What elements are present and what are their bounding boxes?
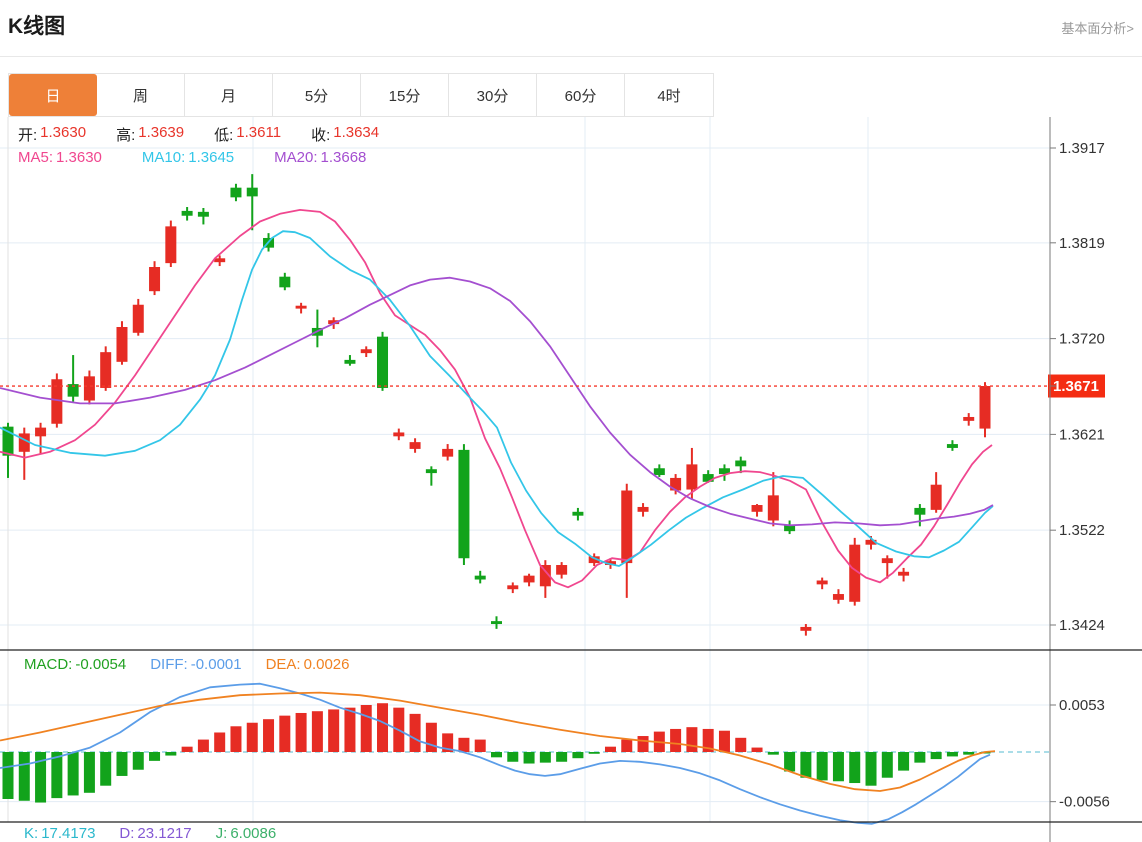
page-title: K线图 <box>8 15 66 38</box>
svg-text:1.3671: 1.3671 <box>1053 378 1099 395</box>
k-value: 17.4173 <box>41 825 96 842</box>
svg-text:1.3917: 1.3917 <box>1059 140 1105 157</box>
svg-text:1.3720: 1.3720 <box>1059 331 1105 348</box>
tab-日[interactable]: 日 <box>9 74 97 116</box>
svg-text:0.0053: 0.0053 <box>1059 697 1105 714</box>
low-label: 低: <box>214 127 234 144</box>
diff-label: DIFF: <box>150 656 188 673</box>
k-label: K: <box>24 825 39 842</box>
high-label: 高: <box>116 127 136 144</box>
diff-value: -0.0001 <box>190 656 242 673</box>
tab-30分[interactable]: 30分 <box>449 74 537 116</box>
low-value: 1.3611 <box>236 124 282 141</box>
close-label: 收: <box>311 127 331 144</box>
macd-row: MACD: -0.0054 DIFF: -0.0001 DEA: 0.0026 <box>24 656 350 673</box>
header-divider <box>0 56 1142 57</box>
ma20-line <box>0 276 994 527</box>
gridlines <box>0 117 1050 822</box>
close-value: 1.3634 <box>333 124 380 141</box>
open-value: 1.3630 <box>40 124 87 141</box>
d-value: 23.1217 <box>137 825 192 842</box>
ma20-label: MA20: <box>274 149 318 166</box>
ma10-label: MA10: <box>141 149 186 166</box>
tab-周[interactable]: 周 <box>97 74 185 116</box>
tab-月[interactable]: 月 <box>185 74 273 116</box>
tab-60分[interactable]: 60分 <box>537 74 625 116</box>
ma-row: MA5: 1.3630 MA10: 1.3645 MA20: 1.3668 <box>18 149 366 166</box>
svg-text:1.3819: 1.3819 <box>1059 235 1105 252</box>
diff-line <box>0 682 991 825</box>
ma10-value: 1.3645 <box>188 149 235 166</box>
kdj-row: K: 17.4173 D: 23.1217 J: 6.0086 <box>24 825 276 842</box>
dea-value: 0.0026 <box>303 656 350 673</box>
ma5-value: 1.3630 <box>56 149 102 166</box>
ma10-line <box>0 230 994 567</box>
ma5-line <box>0 208 993 589</box>
tab-4时[interactable]: 4时 <box>625 74 713 116</box>
candles <box>2 174 991 636</box>
dea-label: DEA: <box>265 656 301 673</box>
ma20-value: 1.3668 <box>320 149 367 166</box>
fundamental-analysis-link[interactable]: 基本面分析> <box>1061 21 1134 36</box>
tab-15分[interactable]: 15分 <box>361 74 449 116</box>
svg-text:1.3522: 1.3522 <box>1059 522 1105 539</box>
macd-value: -0.0054 <box>75 656 127 673</box>
svg-text:-0.0056: -0.0056 <box>1059 794 1110 811</box>
svg-text:1.3621: 1.3621 <box>1059 426 1105 443</box>
right-axis: 1.3917 1.3819 1.3720 1.3621 1.3522 1.3424 0.00… <box>1049 117 1110 842</box>
period-tabbar: 日周月 5分 15分 30分 60分 4时 <box>8 73 714 117</box>
tab-5分[interactable]: 5分 <box>273 74 361 116</box>
macd-label: MACD: <box>24 656 73 673</box>
ohlc-row: 开: 1.3630 高: 1.3639 低: 1.3611 收: 1.3634 <box>18 124 379 145</box>
high-value: 1.3639 <box>138 124 185 141</box>
j-value: 6.0086 <box>230 825 277 842</box>
svg-text:1.3424: 1.3424 <box>1059 617 1105 634</box>
dea-line <box>0 691 996 792</box>
j-label: J: <box>215 825 228 842</box>
ma-lines <box>0 208 994 589</box>
d-label: D: <box>119 825 135 842</box>
ma5-label: MA5: <box>18 149 54 166</box>
macd-lines <box>0 682 996 825</box>
last-price-badge: 1.3671 <box>1048 374 1105 398</box>
open-label: 开: <box>18 127 38 144</box>
